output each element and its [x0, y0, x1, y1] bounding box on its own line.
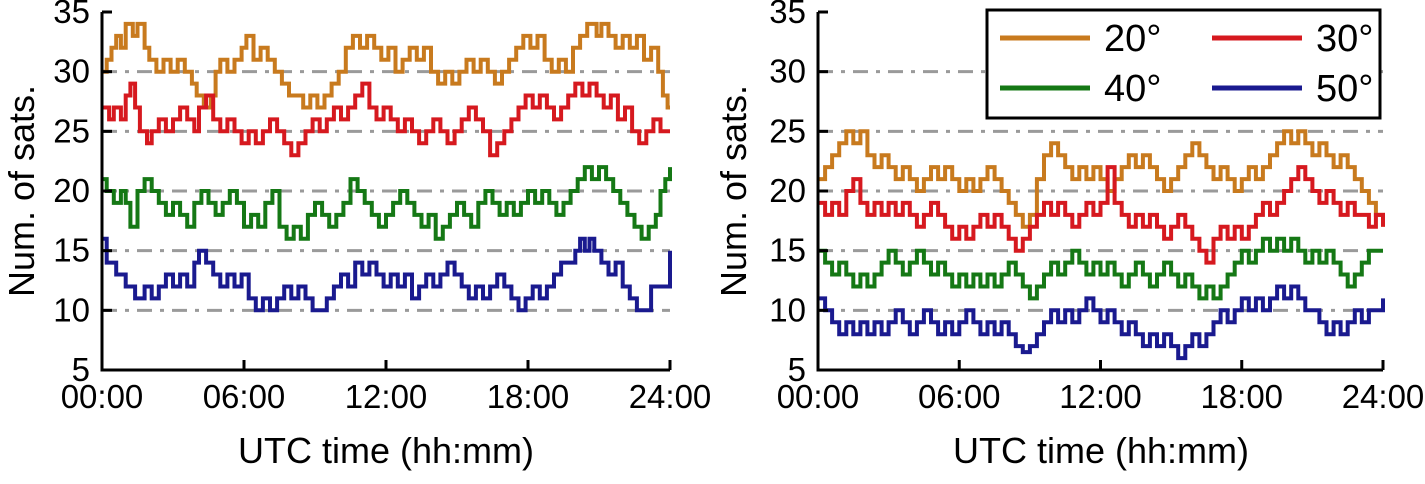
y-tick-label-35: 35: [53, 0, 90, 30]
x-tick-label-24:00: 24:00: [629, 378, 712, 415]
y-tick-label-10: 10: [53, 291, 90, 328]
legend-label-50deg: 50°: [1316, 68, 1373, 110]
y-tick-label-20: 20: [53, 172, 90, 209]
y-tick-label-25: 25: [769, 112, 806, 149]
y-tick-label-30: 30: [53, 53, 90, 90]
right-y-axis-label: Num. of sats.: [713, 84, 754, 298]
x-tick-label-00:00: 00:00: [61, 378, 144, 415]
x-tick-label-12:00: 12:00: [345, 378, 428, 415]
y-tick-label-25: 25: [53, 112, 90, 149]
left-x-axis-label: UTC time (hh:mm): [238, 430, 534, 471]
series-50deg-line: [102, 236, 672, 313]
y-tick-label-5: 5: [72, 351, 90, 388]
y-tick-label-15: 15: [53, 232, 90, 269]
left-chart-svg: 5 10 15 20 25 30 35 00:00 06:00 12:00 18:00 24:00: [53, 0, 712, 415]
left-y-axis-label: Num. of sats.: [1, 84, 42, 298]
left-chart: 5 10 15 20 25 30 35 00:00 06:00 12:00 18:00 24:00 N…: [0, 0, 712, 484]
right-chart: 5 10 15 20 25 30 35 00:00 06:00 12:00 18:00 24:00 20…: [712, 0, 1425, 484]
series-20deg-line: [818, 129, 1385, 229]
y-tick-label-35: 35: [769, 0, 806, 30]
x-tick-label-24:00: 24:00: [1342, 378, 1425, 415]
series-40deg-line: [102, 165, 672, 241]
y-tick-label-5: 5: [788, 351, 806, 388]
y-tick-label-30: 30: [769, 53, 806, 90]
series-40deg-line: [818, 236, 1383, 301]
series-30deg-line: [102, 81, 670, 158]
legend-label-30deg: 30°: [1316, 18, 1373, 60]
x-tick-label-00:00: 00:00: [777, 378, 860, 415]
series-30deg-line: [818, 165, 1385, 265]
right-x-axis-label: UTC time (hh:mm): [953, 430, 1249, 471]
y-tick-label-15: 15: [769, 232, 806, 269]
x-tick-label-18:00: 18:00: [1200, 378, 1283, 415]
legend-label-40deg: 40°: [1104, 68, 1161, 110]
right-chart-svg: 5 10 15 20 25 30 35 00:00 06:00 12:00 18:00 24:00 20…: [769, 0, 1425, 415]
legend: 20° 30° 40° 50°: [985, 8, 1382, 120]
series-20deg-line: [102, 21, 670, 110]
y-tick-label-10: 10: [769, 291, 806, 328]
x-tick-label-06:00: 06:00: [203, 378, 286, 415]
legend-box: [985, 8, 1382, 120]
y-tick-label-20: 20: [769, 172, 806, 209]
x-tick-label-06:00: 06:00: [918, 378, 1001, 415]
series-50deg-line: [818, 284, 1385, 361]
x-tick-label-18:00: 18:00: [487, 378, 570, 415]
x-tick-label-12:00: 12:00: [1059, 378, 1142, 415]
legend-label-20deg: 20°: [1104, 18, 1161, 60]
